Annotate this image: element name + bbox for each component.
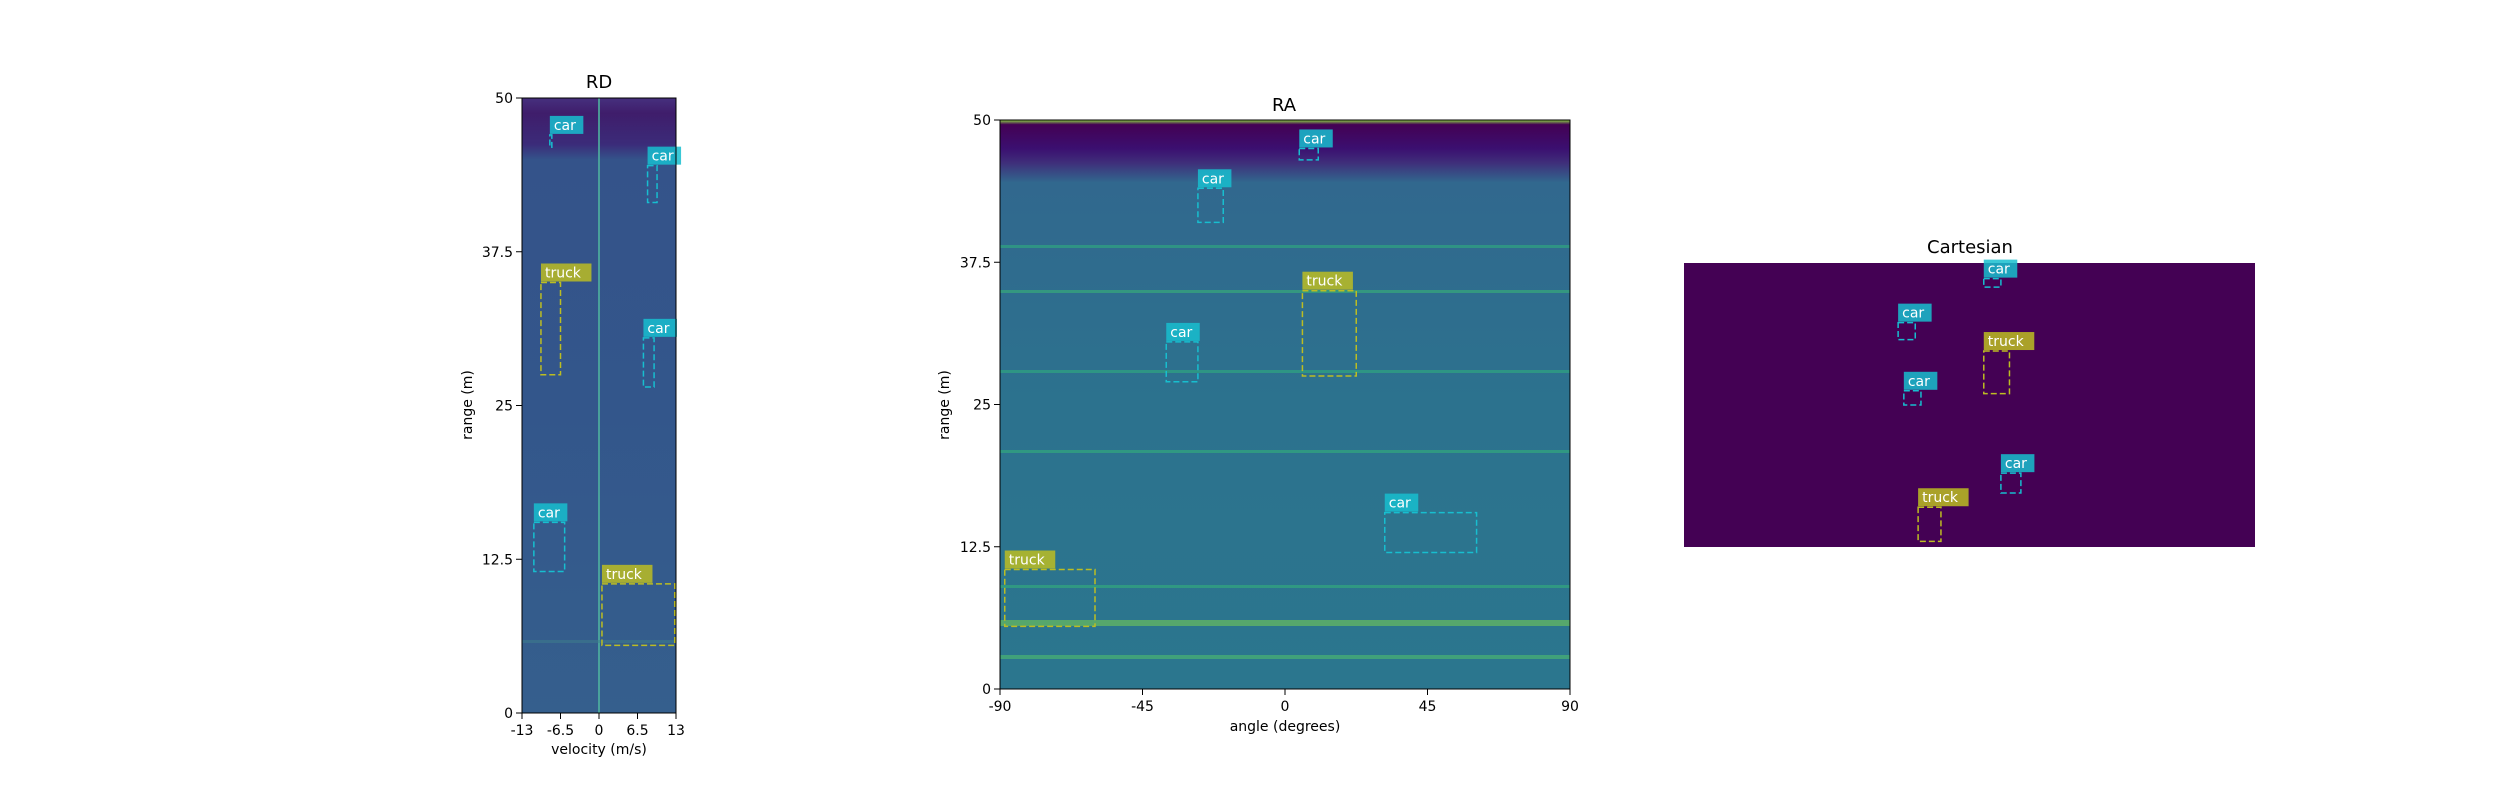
rd-detection-label: car [554,118,576,134]
cart-detection-label: truck [1922,490,1959,506]
ra-title: RA [1272,95,1297,116]
rd-detection-label: truck [606,567,643,583]
ra-detection-label: car [1202,171,1224,187]
rd-detection-label: car [538,505,560,521]
ra-xtick-label: -45 [1131,699,1154,715]
rd-xtick-label: -13 [511,723,534,739]
rd-panel: car car truck car car truck -13 -6.5 0 6.5 13 0 12… [460,91,685,758]
ra-detection-label: truck [1009,553,1046,569]
cart-detection-label: car [1908,374,1930,390]
ra-xtick-label: -90 [989,699,1012,715]
cartesian-heatmap [1684,263,2255,547]
rd-xlabel: velocity (m/s) [551,742,647,758]
ra-detection-label: car [1389,496,1411,512]
ra-detection-label: car [1170,325,1192,341]
rd-ytick-label: 12.5 [482,552,513,568]
cartesian-panel: car car truck car car truck [1684,260,2255,547]
rd-ytick-label: 37.5 [482,245,513,261]
rd-speckle [522,640,676,643]
ra-ytick-label: 37.5 [960,255,991,271]
ra-ylabel: range (m) [937,370,953,440]
rd-ytick-label: 25 [495,399,513,415]
rd-detection-label: car [647,321,669,337]
cart-detection-label: car [1988,262,2010,278]
ra-xtick-label: 0 [1281,699,1290,715]
rd-ylabel: range (m) [460,370,476,440]
ra-panel: car car truck car car truck -90 -45 0 45 90 0 12.5… [937,113,1579,735]
ra-ytick-label: 0 [982,682,991,698]
ra-ytick-label: 12.5 [960,540,991,556]
rd-detection-label: car [652,149,674,165]
rd-xtick-label: 6.5 [626,723,648,739]
rd-ytick-label: 0 [504,706,513,722]
ra-heatmap [1000,120,1570,689]
ra-detection-label: car [1303,131,1325,147]
ra-xtick-label: 90 [1561,699,1579,715]
ra-xlabel: angle (degrees) [1230,719,1341,735]
rd-xtick-label: -6.5 [547,723,574,739]
cart-detection-label: car [1902,306,1924,322]
cart-detection-label: truck [1988,334,2025,350]
rd-title: RD [586,72,612,93]
cartesian-title: Cartesian [1927,237,2013,258]
ra-ytick-label: 25 [973,398,991,414]
cart-detection-label: car [2005,456,2027,472]
rd-ytick-label: 50 [495,91,513,107]
ra-detection-label: truck [1306,274,1343,290]
ra-xtick-label: 45 [1419,699,1437,715]
rd-xtick-label: 13 [667,723,685,739]
rd-xtick-label: 0 [595,723,604,739]
ra-ytick-label: 50 [973,113,991,129]
rd-detection-label: truck [545,266,582,282]
